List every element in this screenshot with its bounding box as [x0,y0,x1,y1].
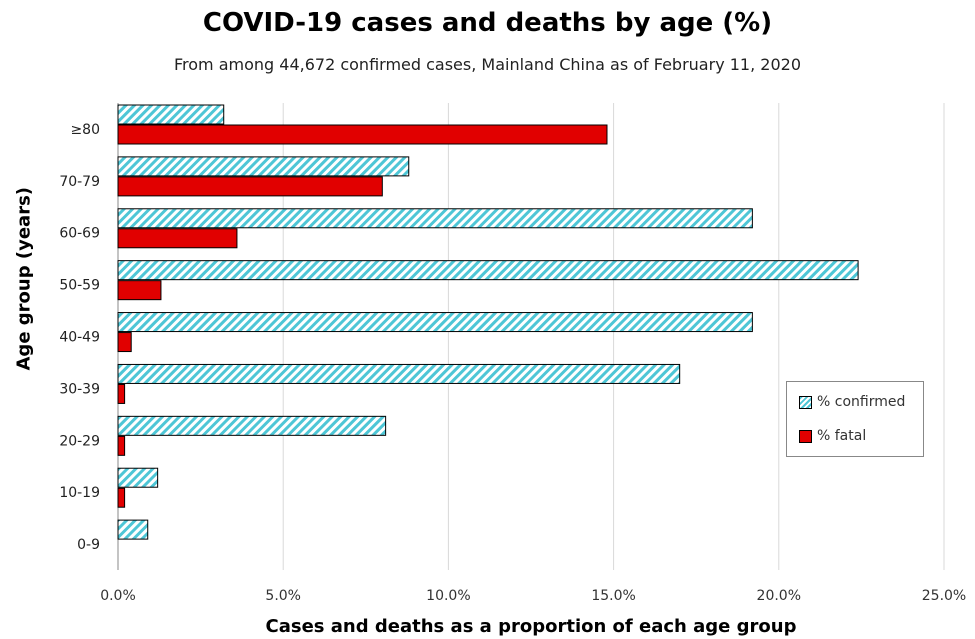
legend-swatch-fatal [799,429,812,443]
chart-title: COVID-19 cases and deaths by age (%) [202,8,773,38]
bar-confirmed-70-79 [117,156,410,177]
bar-confirmed-40-49 [117,312,753,333]
bar-confirmed-50-59 [117,260,859,281]
y-tick-label: 20-29 [59,433,100,449]
y-tick-label: 40-49 [59,330,100,346]
x-axis-title: Cases and deaths as a proportion of each… [265,616,797,637]
legend-item-fatal: % fatal [799,428,866,444]
bar-fatal-60-69 [117,228,238,249]
legend-item-confirmed: % confirmed [799,394,905,410]
bar-confirmed-0-9 [117,519,149,540]
legend-swatch-confirmed [799,395,812,409]
bar-fatal-70-79 [117,176,383,197]
y-tick-label: 60-69 [59,226,100,242]
x-tick-label: 0.0% [100,588,136,604]
x-tick-label: 10.0% [426,588,470,604]
bar-confirmed-20-29 [117,415,387,436]
bar-fatal-≥80 [117,124,608,145]
bar-fatal-10-19 [117,487,126,508]
y-tick-label: 30-39 [59,381,100,397]
bar-fatal-40-49 [117,332,132,353]
x-tick-label: 20.0% [757,588,801,604]
bar-fatal-50-59 [117,280,162,301]
y-tick-label: 70-79 [59,174,100,190]
y-tick-label: 0-9 [77,537,100,553]
chart-subtitle: From among 44,672 confirmed cases, Mainl… [173,55,801,74]
bar-confirmed-60-69 [117,208,753,229]
x-tick-label: 5.0% [265,588,301,604]
y-axis-title: Age group (years) [13,186,35,371]
bar-fatal-20-29 [117,435,126,456]
x-tick-label: 15.0% [591,588,635,604]
legend-label-fatal: % fatal [817,428,867,444]
y-tick-label: ≥80 [70,122,100,138]
x-tick-label: 25.0% [922,588,966,604]
legend: % confirmed % fatal [786,381,924,457]
y-tick-label: 10-19 [59,485,100,501]
legend-label-confirmed: % confirmed [817,394,906,410]
bar-confirmed-10-19 [117,467,159,488]
y-tick-label: 50-59 [59,278,100,294]
bars [117,104,859,540]
bar-confirmed-≥80 [117,104,225,125]
bar-confirmed-30-39 [117,363,681,384]
bar-fatal-30-39 [117,383,126,404]
tick-labels: 0.0% 5.0% 10.0% 15.0% 20.0% 25.0% 0-9 10-19 20-2… [59,122,966,604]
